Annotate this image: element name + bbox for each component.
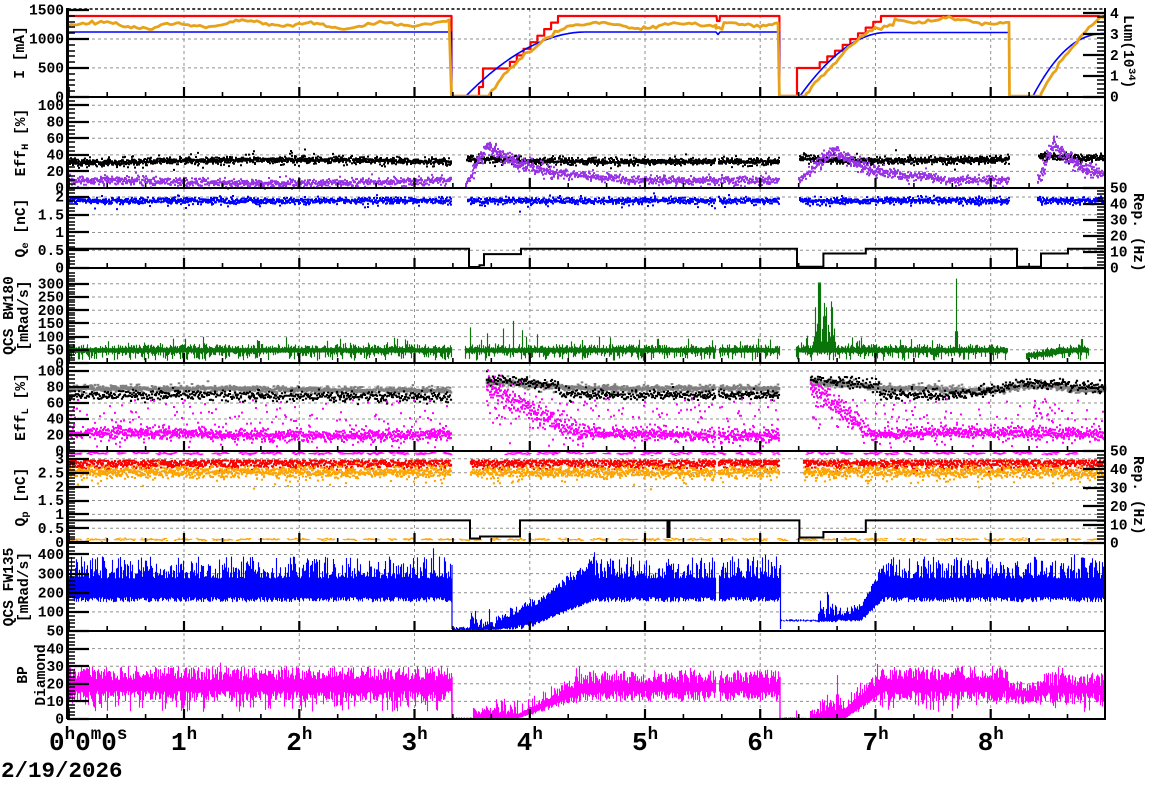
svg-text:20: 20 [46,165,64,181]
svg-text:0.5: 0.5 [38,522,64,538]
svg-text:30: 30 [46,660,64,676]
svg-text:50: 50 [1110,182,1128,198]
svg-text:40: 40 [1110,198,1128,214]
svg-text:0: 0 [55,357,64,373]
svg-text:40: 40 [46,413,64,429]
svg-text:20: 20 [1110,500,1128,516]
svg-text:400: 400 [38,548,64,564]
svg-text:150: 150 [38,317,64,333]
svg-text:EffL [%]: EffL [%] [14,373,32,441]
svg-text:Qp [nC]: Qp [nC] [14,468,32,527]
svg-text:300: 300 [38,278,64,294]
svg-text:1.5: 1.5 [38,208,64,224]
svg-text:80: 80 [46,115,64,131]
svg-text:0: 0 [1110,537,1119,553]
svg-text:0: 0 [1110,262,1119,278]
svg-text:4: 4 [1110,7,1119,23]
svg-text:1000: 1000 [29,33,64,49]
svg-text:40: 40 [46,642,64,658]
svg-text:0: 0 [55,536,64,552]
svg-text:Rep. (Hz): Rep. (Hz) [1129,193,1145,272]
svg-text:30: 30 [1110,214,1128,230]
svg-text:[mRad/s]: [mRad/s] [17,280,33,350]
svg-text:1500: 1500 [29,4,64,20]
svg-text:2h: 2h [286,725,312,758]
svg-text:40: 40 [46,149,64,165]
svg-text:0: 0 [55,445,64,461]
svg-text:QCS FW135: QCS FW135 [2,548,18,627]
svg-text:0h0m0s: 0h0m0s [49,725,127,758]
svg-text:0: 0 [55,91,64,107]
svg-text:10: 10 [46,695,64,711]
svg-text:2: 2 [1110,49,1119,65]
svg-text:I [mA]: I [mA] [13,26,29,79]
svg-text:500: 500 [38,62,64,78]
svg-text:50: 50 [1110,445,1128,461]
svg-text:[mRad/s]: [mRad/s] [17,552,33,622]
svg-text:100: 100 [38,330,64,346]
svg-text:40: 40 [1110,463,1128,479]
svg-text:20: 20 [46,429,64,445]
svg-text:10: 10 [1110,518,1128,534]
svg-text:3: 3 [1110,28,1119,44]
svg-text:200: 200 [38,304,64,320]
svg-text:200: 200 [38,586,64,602]
svg-text:1.5: 1.5 [38,494,64,510]
svg-text:300: 300 [38,567,64,583]
svg-text:80: 80 [46,381,64,397]
svg-text:Diamond: Diamond [34,644,50,705]
svg-text:Rep. (Hz): Rep. (Hz) [1129,456,1145,535]
svg-text:0.5: 0.5 [38,244,64,260]
svg-text:1: 1 [55,226,64,242]
svg-text:10: 10 [1110,246,1128,262]
svg-text:20: 20 [46,678,64,694]
svg-text:3: 3 [55,453,64,469]
svg-text:1: 1 [1110,70,1119,86]
svg-text:1: 1 [55,508,64,524]
svg-text:100: 100 [38,365,64,381]
svg-text:60: 60 [46,397,64,413]
svg-text:100: 100 [38,99,64,115]
svg-text:100: 100 [38,606,64,622]
svg-text:0: 0 [55,182,64,198]
svg-text:BP: BP [16,666,32,684]
svg-text:250: 250 [38,291,64,307]
svg-text:60: 60 [46,132,64,148]
svg-text:EffH [%]: EffH [%] [14,109,32,177]
svg-text:50: 50 [46,625,64,641]
svg-text:0: 0 [55,262,64,278]
svg-text:2/19/2026: 2/19/2026 [1,758,123,782]
svg-text:2: 2 [55,191,64,207]
svg-text:Qe [nC]: Qe [nC] [14,199,32,258]
svg-text:0: 0 [55,713,64,729]
svg-text:30: 30 [1110,482,1128,498]
svg-text:2.5: 2.5 [38,466,64,482]
svg-text:QCS BW180: QCS BW180 [2,276,18,355]
svg-text:20: 20 [1110,230,1128,246]
svg-text:2: 2 [55,480,64,496]
svg-text:0: 0 [1110,91,1119,107]
svg-text:50: 50 [46,344,64,360]
